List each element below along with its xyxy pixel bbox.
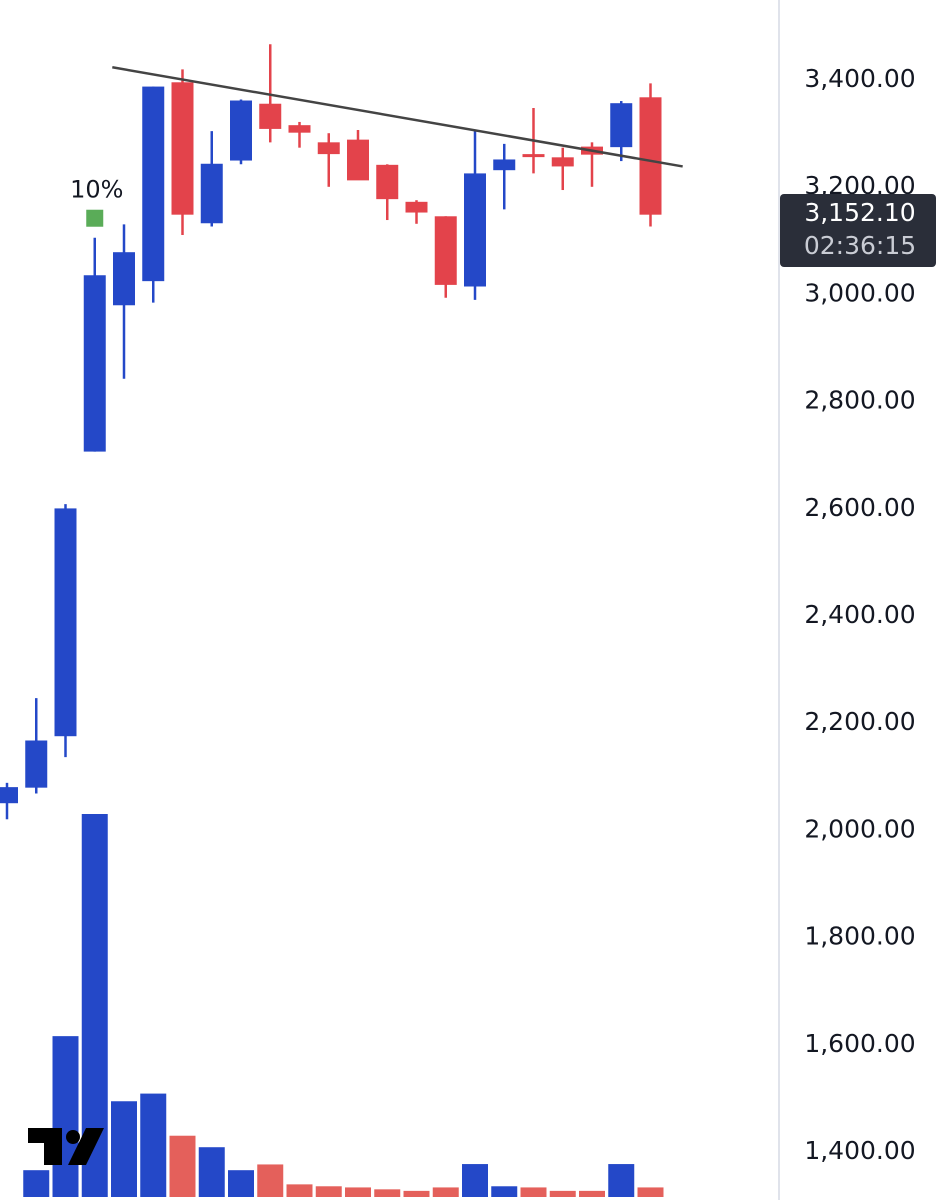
candle bbox=[113, 224, 135, 379]
price-tick-label: 2,600.00 bbox=[804, 493, 915, 522]
candle bbox=[0, 782, 18, 820]
price-tick-label: 3,000.00 bbox=[804, 278, 915, 307]
volume-bar bbox=[286, 1184, 313, 1197]
volume-bar bbox=[111, 1101, 137, 1197]
candle bbox=[142, 86, 165, 303]
candle bbox=[493, 143, 516, 210]
price-tick-label: 3,400.00 bbox=[804, 64, 915, 93]
candle-body bbox=[405, 201, 428, 213]
candle-body bbox=[200, 163, 223, 224]
price-tick-label: 1,600.00 bbox=[804, 1029, 915, 1058]
volume-bar bbox=[462, 1164, 488, 1197]
price-tick-label: 2,800.00 bbox=[804, 386, 915, 415]
candle-body bbox=[25, 740, 48, 788]
volume-bar bbox=[228, 1170, 254, 1197]
price-tick-label: 1,800.00 bbox=[804, 922, 915, 951]
candle-body bbox=[171, 82, 194, 215]
candle-body bbox=[493, 159, 516, 171]
candles bbox=[0, 44, 662, 820]
volume-bar bbox=[315, 1186, 342, 1197]
candle bbox=[405, 200, 428, 224]
candle-body bbox=[434, 216, 457, 285]
volume-bar bbox=[257, 1164, 284, 1197]
candle-body bbox=[551, 157, 574, 167]
percent-marker: 10% bbox=[70, 176, 123, 227]
candle-body bbox=[83, 275, 106, 452]
candle bbox=[347, 129, 369, 181]
volume-bars bbox=[23, 814, 664, 1197]
candle-body bbox=[376, 164, 399, 200]
trendline[interactable] bbox=[112, 66, 683, 168]
candle bbox=[376, 164, 399, 221]
candle-body bbox=[54, 508, 77, 737]
marker-label: 10% bbox=[70, 176, 123, 204]
volume-bar bbox=[198, 1147, 225, 1197]
candle-countdown: 02:36:15 bbox=[804, 231, 916, 260]
marker-square bbox=[86, 209, 104, 227]
candle-body bbox=[522, 154, 545, 158]
volume-bar bbox=[140, 1093, 167, 1197]
candle bbox=[288, 121, 311, 148]
volume-bar bbox=[637, 1187, 664, 1197]
candle bbox=[25, 698, 48, 794]
candle bbox=[317, 133, 340, 187]
volume-bar bbox=[374, 1189, 401, 1197]
candle bbox=[171, 69, 194, 236]
candle bbox=[83, 237, 106, 452]
current-price-tag: 3,152.10 02:36:15 bbox=[780, 194, 936, 267]
candle bbox=[54, 504, 77, 758]
tradingview-logo-icon[interactable] bbox=[28, 1128, 104, 1165]
candle-body bbox=[259, 103, 282, 129]
volume-bar bbox=[579, 1190, 605, 1197]
candle-body bbox=[317, 142, 340, 155]
candle-body bbox=[610, 103, 633, 148]
price-tick-label: 2,400.00 bbox=[804, 600, 915, 629]
candle-body bbox=[230, 100, 252, 161]
volume-bar bbox=[432, 1187, 459, 1197]
candle bbox=[230, 99, 252, 165]
candle bbox=[434, 216, 457, 298]
volume-bar bbox=[52, 1036, 79, 1197]
candle-body bbox=[639, 97, 662, 215]
candle bbox=[464, 130, 486, 300]
price-tick-label: 2,200.00 bbox=[804, 707, 915, 736]
candle-body bbox=[0, 787, 18, 804]
candle bbox=[551, 147, 574, 191]
price-tag-background bbox=[780, 194, 936, 267]
candle-body bbox=[347, 139, 369, 181]
volume-bar bbox=[491, 1186, 518, 1197]
volume-bar bbox=[520, 1187, 547, 1197]
price-axis[interactable]: 3,400.003,200.003,000.002,800.002,600.00… bbox=[804, 64, 915, 1165]
volume-bar bbox=[169, 1135, 196, 1197]
price-tick-label: 1,400.00 bbox=[804, 1136, 915, 1165]
candle-body bbox=[142, 86, 165, 282]
current-price-value: 3,152.10 bbox=[804, 198, 915, 227]
volume-bar bbox=[549, 1190, 576, 1197]
volume-bar bbox=[608, 1164, 635, 1197]
candle-body bbox=[113, 252, 135, 306]
volume-bar bbox=[403, 1190, 430, 1197]
candle bbox=[200, 131, 223, 227]
candle bbox=[610, 101, 633, 162]
candle-body bbox=[464, 173, 486, 287]
candle bbox=[259, 44, 282, 143]
candle-body bbox=[288, 125, 311, 133]
volume-bar bbox=[345, 1187, 371, 1197]
candle bbox=[639, 83, 662, 227]
volume-bar bbox=[23, 1170, 50, 1197]
price-tick-label: 2,000.00 bbox=[804, 814, 915, 843]
